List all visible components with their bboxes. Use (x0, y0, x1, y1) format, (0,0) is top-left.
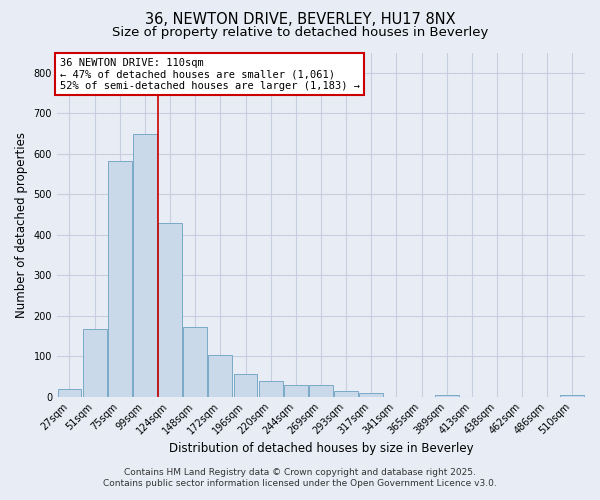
Bar (83, 328, 107, 396)
Bar (284, 384, 308, 396)
Text: Contains HM Land Registry data © Crown copyright and database right 2025.
Contai: Contains HM Land Registry data © Crown c… (103, 468, 497, 487)
Y-axis label: Number of detached properties: Number of detached properties (15, 132, 28, 318)
Text: Size of property relative to detached houses in Beverley: Size of property relative to detached ho… (112, 26, 488, 39)
X-axis label: Distribution of detached houses by size in Beverley: Distribution of detached houses by size … (169, 442, 473, 455)
Bar (108, 161, 132, 396)
Bar (334, 390, 358, 396)
Bar (133, 134, 157, 396)
Bar (259, 382, 283, 396)
Bar (208, 354, 232, 397)
Text: 36 NEWTON DRIVE: 110sqm
← 47% of detached houses are smaller (1,061)
52% of semi: 36 NEWTON DRIVE: 110sqm ← 47% of detache… (59, 58, 359, 91)
Bar (359, 394, 383, 396)
Bar (233, 374, 257, 396)
Bar (158, 222, 182, 396)
Bar (58, 388, 82, 396)
Bar (435, 394, 458, 396)
Bar (183, 327, 207, 396)
Bar (309, 384, 333, 396)
Text: 36, NEWTON DRIVE, BEVERLEY, HU17 8NX: 36, NEWTON DRIVE, BEVERLEY, HU17 8NX (145, 12, 455, 28)
Bar (560, 394, 584, 396)
